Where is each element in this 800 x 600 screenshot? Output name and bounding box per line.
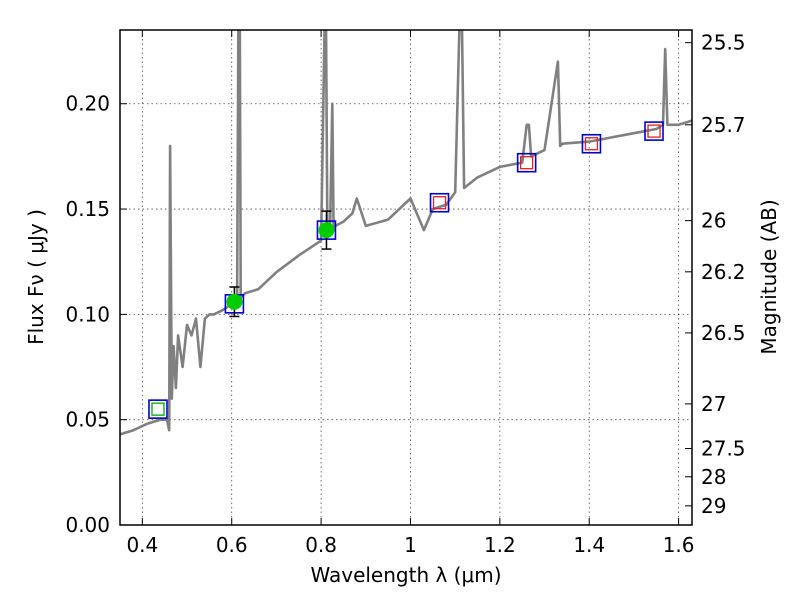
ticks-layer: 0.4 0.6 0.8 1 1.2 1.4 1.6 0.00 0.05 0.10 0.15 0.20 2… [65,30,746,557]
model-flux-inner-square [584,137,599,151]
model-flux-inner-square [647,124,661,138]
x-tick-label: 0.6 [216,533,248,557]
grid-layer [120,30,692,526]
x-tick-label: 1.4 [573,533,605,557]
model-flux-inner-square [432,196,447,210]
mag-tick-label: 28 [701,465,726,489]
mag-tick-label: 25.5 [701,31,746,55]
model-flux-box [581,133,602,154]
mag-tick-label: 29 [701,494,726,518]
mag-tick-label: 27 [701,392,726,416]
mag-tick-label: 26 [701,209,726,233]
x-tick-label: 0.4 [126,533,158,557]
x-tick-label: 1.6 [663,533,695,557]
data-layer [120,30,692,436]
y-axis-label: Flux Fν ( μJy ) [24,209,48,345]
y-tick-label: 0.00 [65,513,110,537]
right-axis-label: Magnitude (AB) [757,199,781,354]
y-tick-label: 0.05 [65,408,110,432]
y-tick-label: 0.10 [65,302,110,326]
x-tick-label: 1 [404,533,417,557]
x-axis-label: Wavelength λ (μm) [310,563,501,587]
mag-tick-label: 26.2 [701,260,746,284]
model-flux-inner-square [151,402,165,416]
plot-frame [119,29,693,526]
model-flux-box [429,192,450,213]
mag-tick-label: 26.5 [701,321,746,345]
observed-point [226,293,243,310]
plot-area [120,30,692,436]
observed-point [318,222,335,239]
y-tick-label: 0.15 [65,197,110,221]
model-flux-box [516,152,537,173]
model-flux-box [148,399,168,419]
model-flux-box [644,121,664,141]
x-tick-label: 0.8 [305,533,337,557]
spectrum-line [120,30,692,436]
y-tick-label: 0.20 [65,92,110,116]
mag-tick-label: 27.5 [701,437,746,461]
mag-tick-label: 25.7 [701,113,746,137]
x-tick-label: 1.2 [484,533,516,557]
model-flux-inner-square [520,156,534,170]
